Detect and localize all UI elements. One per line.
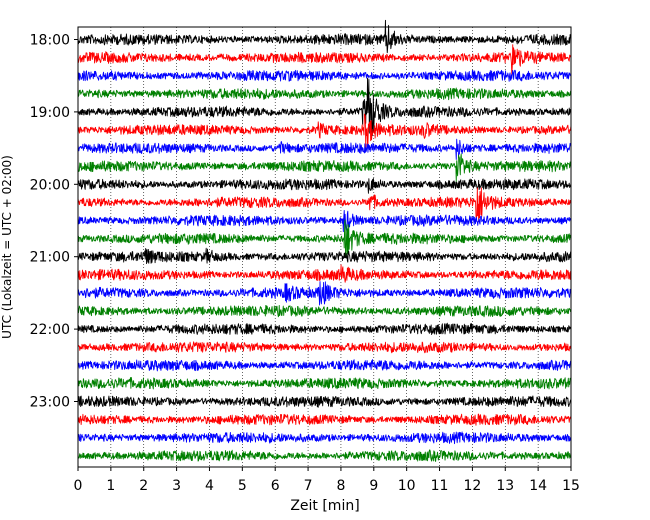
x-tick-label: 10 (398, 478, 416, 494)
trace-line (77, 19, 572, 54)
grid-lines (110, 27, 539, 467)
trace-line (77, 77, 572, 141)
x-tick-label: 1 (106, 478, 115, 494)
trace-line (77, 87, 572, 101)
y-tick-label: 20:00 (30, 177, 70, 193)
y-tick-label: 22:00 (30, 322, 70, 338)
x-tick-label: 13 (496, 478, 514, 494)
trace-line (77, 219, 572, 257)
trace-line (77, 178, 572, 194)
trace-line (77, 359, 572, 372)
trace-line (77, 187, 572, 223)
trace-line (77, 209, 572, 233)
x-tick-label: 5 (238, 478, 247, 494)
trace-line (77, 113, 572, 149)
trace-line (77, 153, 572, 183)
y-tick-label: 21:00 (30, 250, 70, 266)
x-tick-label: 11 (431, 478, 449, 494)
x-tick-label: 9 (369, 478, 378, 494)
trace-line (77, 281, 572, 306)
x-tick-label: 3 (172, 478, 181, 494)
x-tick-label: 14 (529, 478, 547, 494)
trace-line (77, 395, 572, 408)
trace-line (77, 264, 572, 283)
y-tick-label: 18:00 (30, 33, 70, 49)
y-tick-label: 23:00 (30, 395, 70, 411)
trace-line (77, 341, 572, 354)
y-axis: 18:00 19:00 20:00 21:00 22:00 23:00 (30, 33, 78, 411)
x-tick-label: 7 (304, 478, 313, 494)
x-tick-label: 2 (139, 478, 148, 494)
trace-line (77, 322, 572, 336)
trace-line (77, 449, 572, 462)
trace-line (77, 69, 572, 82)
trace-line (77, 377, 572, 390)
trace-line (77, 247, 572, 264)
trace-line (77, 44, 572, 76)
x-tick-label: 0 (74, 478, 83, 494)
trace-line (77, 304, 572, 318)
x-tick-label: 12 (463, 478, 481, 494)
trace-line (77, 138, 572, 160)
x-tick-label: 15 (562, 478, 580, 494)
trace-line (77, 413, 572, 426)
y-tick-label: 19:00 (30, 105, 70, 121)
seismic-traces (77, 19, 572, 462)
x-axis-label: Zeit [min] (290, 498, 359, 514)
trace-line (77, 431, 572, 445)
x-tick-label: 8 (336, 478, 345, 494)
x-axis: 0 1 2 3 4 5 6 7 8 9 10 11 12 13 14 15 (74, 467, 580, 494)
y-axis-label: UTC (Lokalzeit = UTC + 02:00) (0, 155, 14, 339)
x-tick-label: 4 (205, 478, 214, 494)
x-tick-label: 6 (271, 478, 280, 494)
plot-frame (77, 26, 572, 468)
